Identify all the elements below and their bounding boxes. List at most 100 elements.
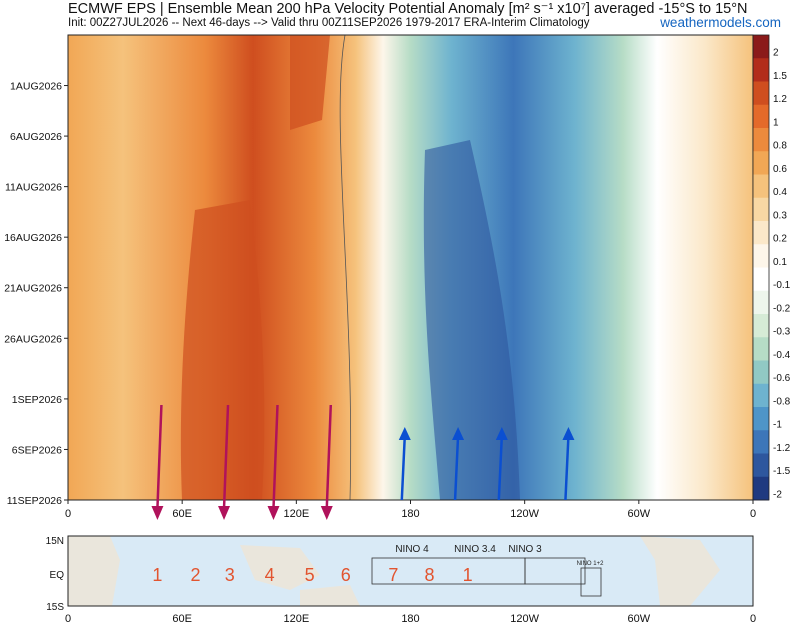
up-arrow [564,435,570,501]
colorbar-swatch [753,221,769,245]
arrows [151,404,575,520]
colorbar-label: 0.6 [773,164,787,175]
hovmoller-plot [67,34,754,501]
australia-land [300,585,360,606]
down-arrowhead [320,506,333,520]
site-link[interactable]: weathermodels.com [660,15,781,30]
y-tick-label: 1AUG2026 [10,81,62,93]
colorbar-label: -1.5 [773,466,791,477]
x-tick-label: 60W [628,508,651,520]
mjo-phase-number: 4 [265,565,275,585]
nino12-box [580,567,602,597]
up-arrowhead [452,427,465,440]
colorbar-swatch [753,360,769,385]
colorbar-label: 0.4 [773,187,787,198]
down-arrow [325,404,333,509]
mjo-phase-number: 6 [341,565,351,585]
mjo-phase-number: 5 [305,565,315,585]
x-tick-label: 180 [401,508,419,520]
up-arrowhead [562,427,575,440]
map-lon-label: 120E [283,613,309,625]
nino-region-label: NINO 3 [508,544,542,555]
colorbar-label: -2 [773,489,782,500]
colorbar: 2 1.5 1.2 1 0.8 0.6 0.4 0.3 0.2 0.1 -0.1 -0.2 -0.3 -0… [752,34,791,501]
maritime-continent-land [240,545,320,590]
map-lon-label: 60E [172,613,192,625]
x-tick-label: 0 [65,508,71,520]
colorbar-swatch [753,104,769,129]
chart-subtitle: Init: 00Z27JUL2026 -- Next 46-days --> V… [68,17,590,29]
mjo-phase-number: 7 [388,565,398,585]
positive-core-north [290,35,330,130]
colorbar-label: -0.4 [773,350,791,361]
colorbar-label: 0.2 [773,234,787,245]
colorbar-swatch [753,383,769,408]
africa-land [68,536,120,606]
anomaly-field [68,35,753,500]
down-arrowhead [151,506,164,520]
colorbar-frame [752,34,770,501]
colorbar-swatch [753,197,769,222]
y-tick-label: 6AUG2026 [10,131,62,143]
nino-region-label: NINO 4 [395,544,429,555]
colorbar-label: 1.5 [773,71,787,82]
colorbar-label: -1.2 [773,443,791,454]
colorbar-swatch [753,267,769,292]
colorbar-swatch [753,407,769,431]
colorbar-swatch [753,81,769,106]
nino-region-label: NINO 3.4 [454,544,496,555]
mjo-phase-number: 2 [190,565,200,585]
up-arrowhead [398,427,411,440]
mjo-phase-number: 3 [225,565,235,585]
up-arrow [400,435,407,501]
map-lon-label: 60W [628,613,651,625]
colorbar-label: 0.1 [773,257,787,268]
x-tick-label: 120W [510,508,539,520]
y-tick-label: 16AUG2026 [4,232,62,244]
down-arrowhead [267,506,280,520]
colorbar-swatch [753,128,769,152]
map-lon-label: 0 [750,613,756,625]
zero-contour [339,34,352,501]
negative-core [423,140,520,500]
mjo-phase-number: 1 [152,565,162,585]
down-arrowhead [218,506,231,520]
y-tick-label: 21AUG2026 [4,283,62,295]
colorbar-label: -0.8 [773,396,791,407]
ocean [68,536,753,606]
up-arrow [453,435,460,501]
colorbar-label: -1 [773,420,782,431]
colorbar-swatch [753,151,769,175]
x-tick-label: 0 [750,508,756,520]
colorbar-label: -0.2 [773,303,791,314]
colorbar-label: -0.3 [773,327,791,338]
nino3-box [524,557,586,585]
map-lon-label: 180 [401,613,419,625]
colorbar-label: -0.6 [773,373,791,384]
colorbar-label: 0.3 [773,210,787,221]
down-arrow [272,404,279,509]
colorbar-swatch [753,290,769,315]
mjo-phase-number: 1 [463,565,473,585]
map-lon-label: 0 [65,613,71,625]
lat-tick-label: 15S [46,602,64,613]
nino-region-label: NINO 1+2 [577,561,605,567]
colorbar-label: 1.2 [773,94,787,105]
colorbar-swatch [753,314,769,338]
colorbar-swatch [753,35,769,59]
lat-tick-label: EQ [50,570,65,581]
chart-title: ECMWF EPS | Ensemble Mean 200 hPa Veloci… [68,1,748,17]
y-tick-label: 1SEP2026 [12,394,62,406]
up-arrow [497,435,504,501]
y-axis: 1AUG2026 6AUG2026 11AUG2026 16AUG2026 21AUG2… [4,81,68,507]
map-lon-label: 120W [510,613,539,625]
colorbar-label: 0.8 [773,141,787,152]
south-america-land [640,536,720,606]
colorbar-swatch [753,337,769,361]
colorbar-swatch [753,430,769,454]
x-tick-label: 120E [283,508,309,520]
x-tick-label: 60E [172,508,192,520]
down-arrow [222,404,230,509]
